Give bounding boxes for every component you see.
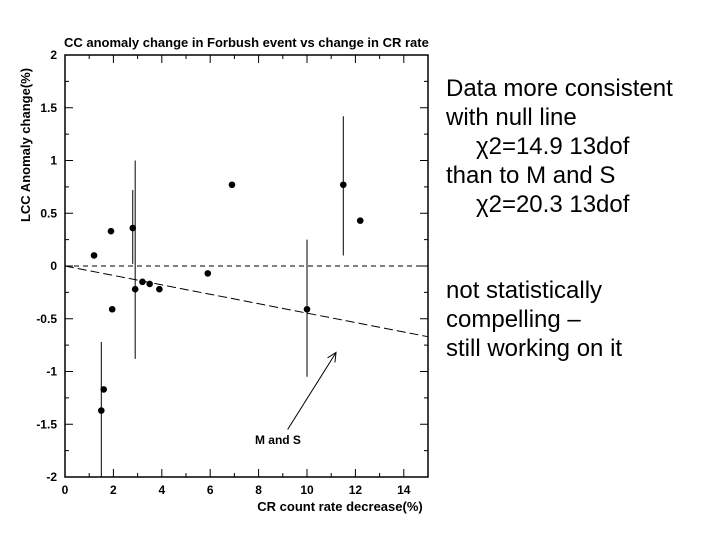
- data-point: [228, 181, 236, 189]
- chart: CC anomaly change in Forbush event vs ch…: [18, 35, 429, 514]
- x-tick-label: 4: [158, 483, 165, 497]
- data-point: [204, 270, 212, 277]
- ticks-layer: 0 2 4 6 8 10 12 14 -2 -1.5 -1 -0.5 0 0.5 1 1.5 2: [36, 48, 428, 497]
- model-line: [64, 265, 429, 338]
- data-point: [100, 386, 108, 393]
- x-tick-label: 10: [300, 483, 314, 497]
- x-tick-label: 6: [207, 483, 214, 497]
- note-line-4: not statistically: [446, 277, 603, 304]
- data-point: [356, 217, 364, 224]
- data-point: [139, 278, 146, 286]
- y-tick-label: 0.5: [40, 206, 57, 220]
- note-chi-null: χ2=14.9 13dof: [476, 133, 630, 160]
- y-tick-label: -0.5: [36, 312, 57, 326]
- annotation-layer: M and S: [255, 351, 337, 447]
- y-tick-label: 1: [50, 154, 57, 168]
- lines-layer: [64, 265, 429, 338]
- note-line-2: with null line: [446, 104, 577, 131]
- data-point: [107, 227, 115, 235]
- annotation-arrow-line: [287, 352, 337, 430]
- x-axis-label: CR count rate decrease(%): [257, 499, 422, 514]
- y-tick-label: 2: [50, 48, 57, 62]
- y-axis-label: LCC Anomaly change(%): [18, 68, 33, 222]
- note-chi-ms: χ2=20.3 13dof: [476, 191, 630, 218]
- notes-panel: Data more consistent with null line χ2=1…: [446, 74, 718, 219]
- note-line-3: than to M and S: [446, 162, 616, 189]
- data-point: [156, 285, 163, 293]
- data-point: [90, 252, 98, 259]
- y-tick-label: 0: [50, 259, 57, 273]
- data-point: [108, 305, 116, 313]
- data-point: [340, 181, 347, 189]
- x-tick-label: 0: [62, 483, 69, 497]
- x-tick-label: 2: [110, 483, 117, 497]
- y-tick-label: -1.5: [36, 417, 57, 431]
- note-line-6: still working on it: [446, 335, 623, 362]
- chart-title: CC anomaly change in Forbush event vs ch…: [64, 35, 429, 50]
- y-tick-label: 1.5: [40, 101, 57, 115]
- data-point: [98, 407, 105, 414]
- x-tick-label: 8: [255, 483, 262, 497]
- note-line-1: Data more consistent: [446, 75, 673, 102]
- x-tick-label: 14: [397, 483, 411, 497]
- annotation-arrow-head: [327, 351, 337, 363]
- annotation-text: M and S: [255, 433, 301, 447]
- x-tick-label: 12: [349, 483, 363, 497]
- notes-conclusion: not statistically compelling – still wor…: [446, 276, 718, 363]
- y-tick-label: -1: [46, 365, 57, 379]
- y-tick-label: -2: [46, 470, 57, 484]
- data-point: [303, 305, 311, 313]
- note-line-5: compelling –: [446, 306, 581, 333]
- data-point: [131, 285, 139, 293]
- points-layer: [90, 181, 364, 414]
- data-point: [129, 224, 137, 232]
- data-point: [146, 280, 153, 288]
